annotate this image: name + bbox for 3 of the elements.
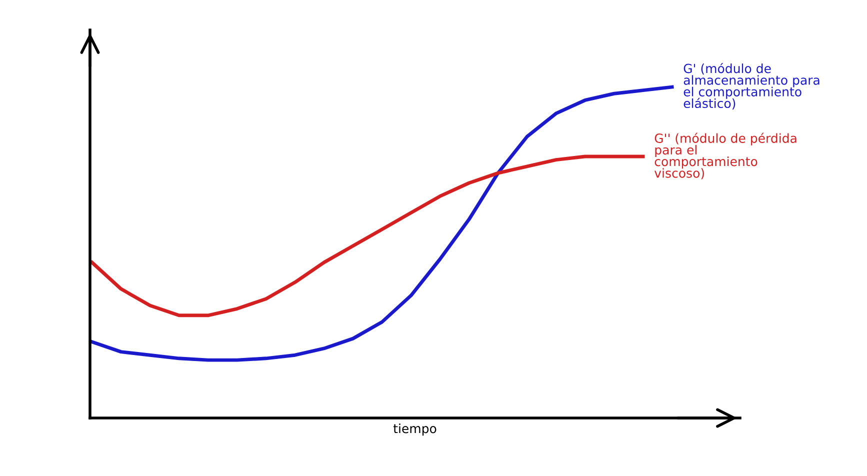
series-label: G'' (módulo de pérdida para el comportamiento viscoso) — [654, 132, 796, 180]
series-label: G' (módulo de almacenamiento para el comportamiento elástico) — [684, 63, 820, 110]
x-axis-title: tiempo — [393, 424, 436, 436]
